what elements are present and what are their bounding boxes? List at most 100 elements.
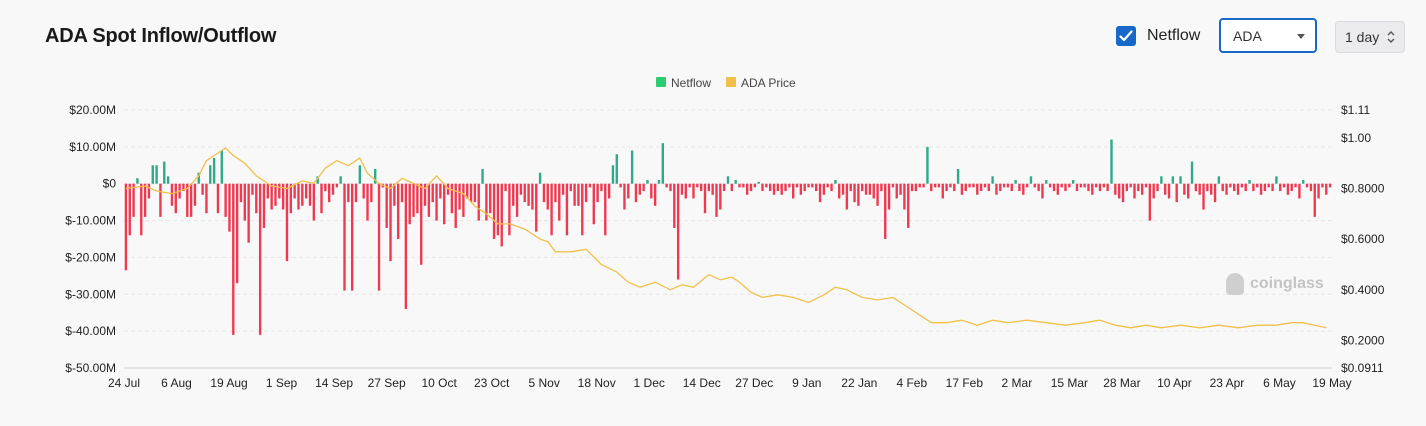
netflow-bar	[174, 183, 177, 214]
netflow-bar	[968, 183, 971, 188]
netflow-bar	[1114, 183, 1117, 195]
netflow-bar	[680, 183, 684, 195]
netflow-bar	[642, 183, 645, 192]
netflow-bar	[573, 183, 576, 206]
netflow-bar	[880, 183, 883, 192]
netflow-bar	[423, 183, 427, 206]
netflow-bar	[1325, 183, 1328, 195]
netflow-bar	[1014, 180, 1017, 184]
netflow-bar	[1256, 183, 1259, 188]
netflow-bar	[216, 183, 220, 214]
netflow-bar	[377, 183, 381, 291]
netflow-bar	[140, 183, 143, 236]
netflow-bar	[531, 183, 534, 210]
netflow-bar	[1313, 183, 1316, 217]
netflow-bar	[1236, 183, 1240, 195]
netflow-bar	[715, 183, 718, 217]
netflow-bar	[1240, 183, 1244, 188]
netflow-bar	[1286, 183, 1290, 195]
netflow-bar	[492, 183, 496, 239]
netflow-bar	[1156, 183, 1159, 192]
netflow-bar	[799, 183, 803, 195]
netflow-bar	[607, 183, 611, 199]
netflow-bar	[734, 180, 737, 184]
chart-grid	[124, 109, 1332, 369]
netflow-bar	[657, 180, 661, 184]
x-tick-label: 18 Nov	[578, 376, 616, 390]
netflow-bar	[1060, 183, 1063, 188]
netflow-checkbox[interactable]	[1116, 26, 1136, 46]
netflow-bar	[630, 150, 634, 184]
netflow-bar	[538, 172, 542, 184]
netflow-bar	[500, 183, 503, 247]
x-tick-label: 27 Sep	[368, 376, 406, 390]
x-tick-label: 14 Sep	[315, 376, 353, 390]
netflow-bar	[933, 183, 937, 188]
netflow-bar	[1052, 183, 1056, 192]
netflow-bar	[385, 183, 388, 228]
netflow-bar	[1290, 183, 1293, 192]
netflow-bar	[841, 183, 845, 195]
x-tick-label: 23 Oct	[474, 376, 510, 390]
netflow-bar	[316, 176, 319, 184]
check-icon	[1119, 30, 1133, 42]
netflow-bar	[366, 183, 369, 221]
netflow-bar	[1075, 183, 1079, 192]
netflow-bar	[186, 183, 189, 217]
netflow-bar	[166, 176, 170, 184]
netflow-bar	[884, 183, 887, 239]
netflow-bar	[604, 183, 607, 236]
x-tick-label: 15 Mar	[1051, 376, 1088, 390]
netflow-bar	[454, 183, 457, 228]
y-left-tick-label: $20.00M	[69, 103, 116, 117]
netflow-bar	[235, 183, 239, 284]
netflow-bar	[661, 143, 664, 184]
y-right-tick-label: $0.6000	[1341, 232, 1385, 246]
netflow-bar	[972, 183, 975, 188]
x-tick-label: 22 Jan	[841, 376, 877, 390]
netflow-bar	[634, 183, 638, 203]
x-tick-label: 10 Oct	[421, 376, 457, 390]
netflow-bar	[1271, 183, 1274, 192]
netflow-bar	[443, 183, 446, 225]
x-tick-label: 1 Sep	[266, 376, 298, 390]
x-tick-label: 4 Feb	[896, 376, 927, 390]
coin-select-value: ADA	[1233, 27, 1262, 44]
interval-select[interactable]: 1 day	[1335, 21, 1405, 53]
netflow-bar	[1187, 183, 1190, 199]
netflow-bar	[143, 183, 147, 217]
netflow-bar	[876, 183, 879, 206]
netflow-bar	[350, 183, 354, 291]
netflow-bar	[247, 183, 250, 243]
y-right-tick-label: $0.8000	[1341, 181, 1385, 195]
netflow-bar	[1259, 183, 1263, 195]
netflow-bar	[1022, 183, 1025, 195]
netflow-bar	[1321, 183, 1324, 188]
legend-netflow-swatch	[656, 77, 666, 87]
x-tick-label: 27 Dec	[735, 376, 773, 390]
netflow-bar	[197, 172, 200, 184]
netflow-bar	[550, 183, 553, 236]
netflow-bar	[596, 183, 599, 203]
netflow-bar	[1025, 183, 1029, 188]
x-tick-label: 19 Aug	[210, 376, 247, 390]
coin-select[interactable]: ADA	[1219, 18, 1317, 53]
netflow-bar	[1098, 183, 1102, 192]
netflow-toggle[interactable]: Netflow	[1116, 26, 1200, 46]
netflow-bar	[473, 183, 477, 203]
netflow-bar	[861, 183, 864, 192]
netflow-bar	[845, 183, 849, 210]
netflow-bar	[1160, 176, 1163, 184]
netflow-bar	[749, 183, 753, 192]
netflow-bar	[830, 183, 833, 192]
netflow-bar	[646, 180, 649, 184]
netflow-bar	[696, 183, 699, 188]
x-tick-label: 9 Jan	[792, 376, 821, 390]
netflow-bar	[857, 183, 860, 206]
x-tick-label: 14 Dec	[683, 376, 721, 390]
netflow-bar	[592, 183, 595, 225]
netflow-bar	[416, 183, 419, 214]
interval-select-value: 1 day	[1345, 29, 1380, 45]
netflow-bar	[1106, 183, 1109, 192]
